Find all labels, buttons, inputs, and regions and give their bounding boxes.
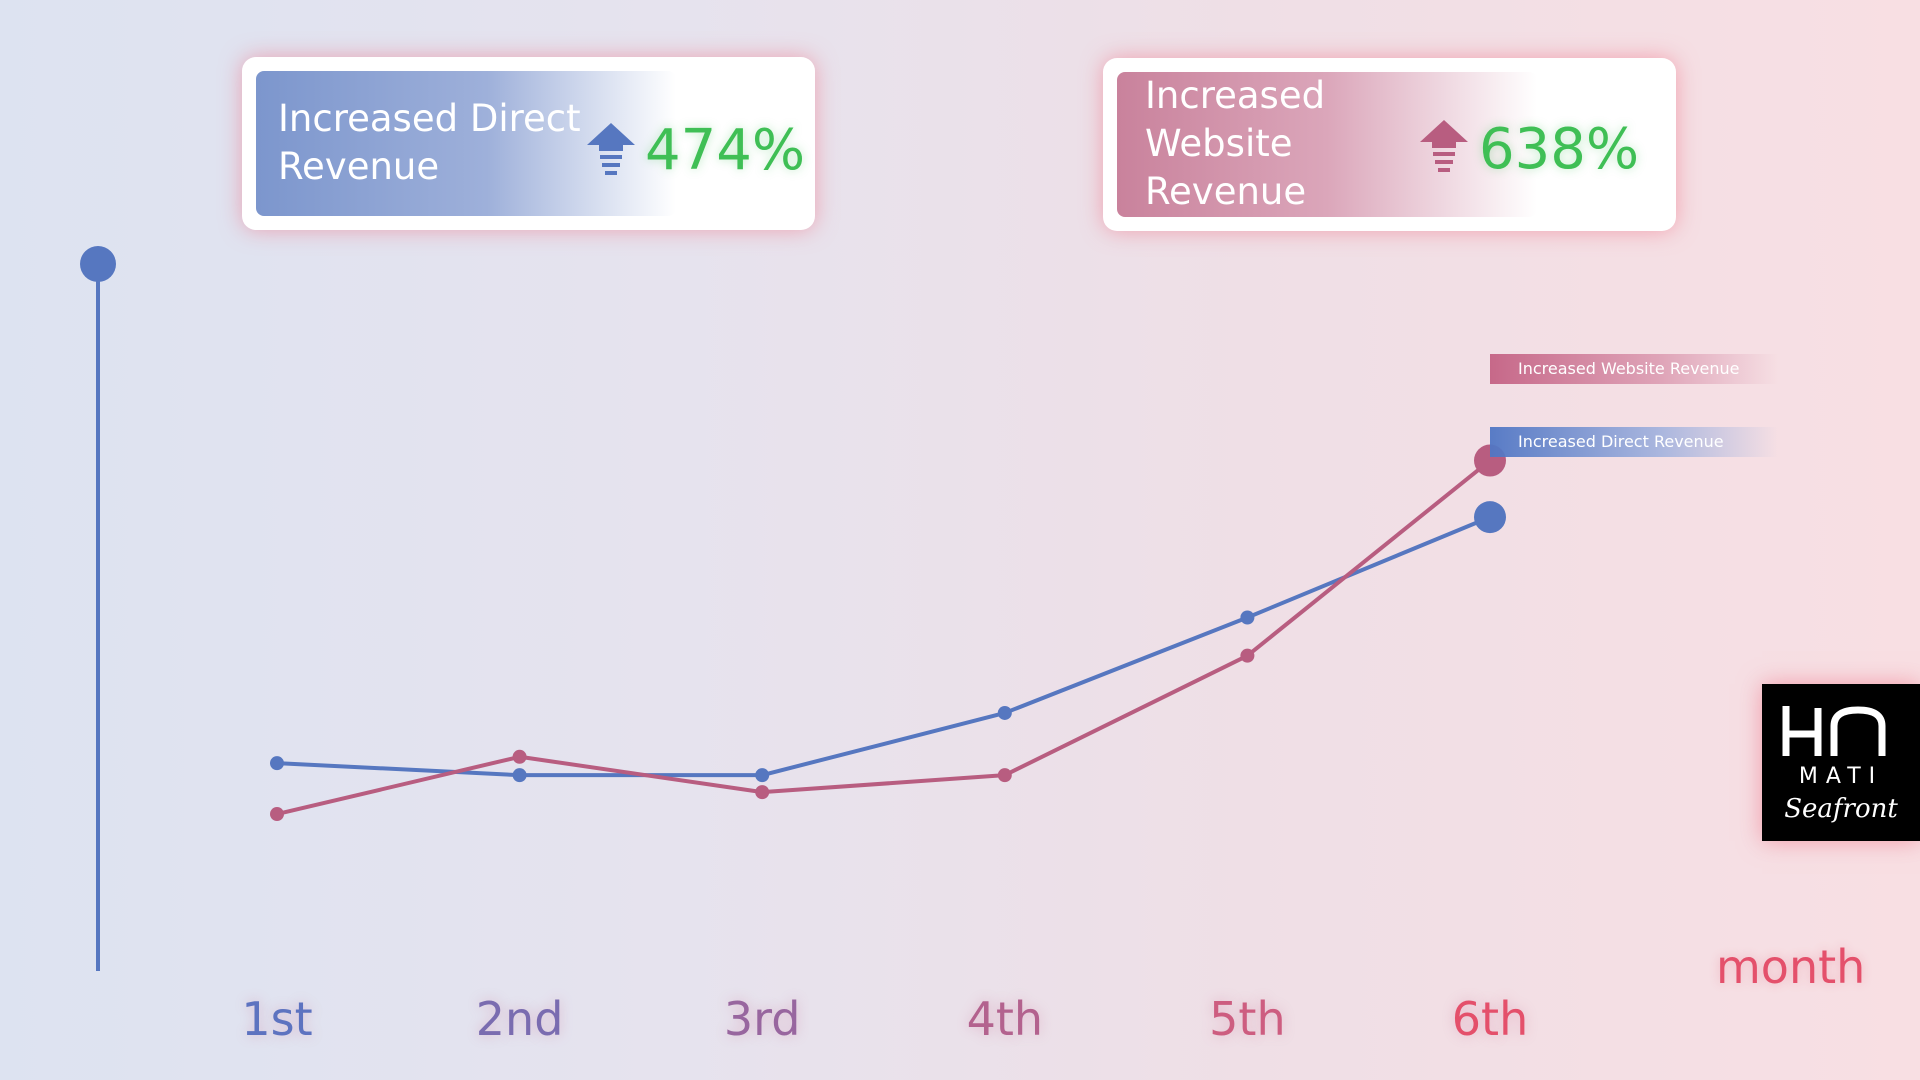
website-revenue-value: 638% (1479, 117, 1640, 182)
x-tick-label: 2nd (475, 992, 564, 1046)
mati-seafront-logo: MATI Seafront (1762, 684, 1920, 841)
direct-revenue-card: Increased Direct Revenue 474% (242, 57, 815, 230)
data-point (1240, 648, 1255, 663)
legend-direct-revenue: Increased Direct Revenue (1490, 427, 1778, 457)
data-point (270, 756, 284, 771)
x-tick-label: 4th (966, 992, 1044, 1046)
y-axis-cap (80, 246, 116, 282)
card-fade (1117, 72, 1537, 217)
up-arrow-icon (587, 123, 635, 175)
direct-revenue-label: Increased Direct Revenue (278, 97, 581, 188)
data-point (270, 807, 284, 822)
data-point (1474, 501, 1506, 534)
data-point (1240, 610, 1255, 625)
logo-mark-icon (1782, 706, 1886, 756)
logo-text-seafront: Seafront (1784, 794, 1898, 824)
direct-revenue-value: 474% (645, 118, 806, 183)
x-tick-label: 3rd (723, 992, 801, 1046)
data-point (512, 749, 527, 764)
x-tick-label: 6th (1451, 992, 1529, 1046)
series-line-website (276, 458, 1492, 816)
website-revenue-card: Increased Website Revenue 638% (1103, 58, 1676, 231)
logo-text-mati: MATI (1798, 764, 1884, 789)
data-point (997, 705, 1012, 720)
series-line-direct (276, 515, 1491, 778)
data-point (997, 768, 1012, 783)
data-point (755, 785, 770, 800)
data-point (755, 768, 770, 783)
data-point (512, 768, 527, 783)
x-tick-label: 1st (241, 992, 313, 1046)
x-axis-label: month (1716, 940, 1866, 994)
legend-website-revenue: Increased Website Revenue (1490, 354, 1778, 384)
website-revenue-label: Increased Website Revenue (1145, 74, 1326, 213)
up-arrow-icon (1420, 120, 1468, 172)
x-tick-label: 5th (1209, 992, 1286, 1046)
